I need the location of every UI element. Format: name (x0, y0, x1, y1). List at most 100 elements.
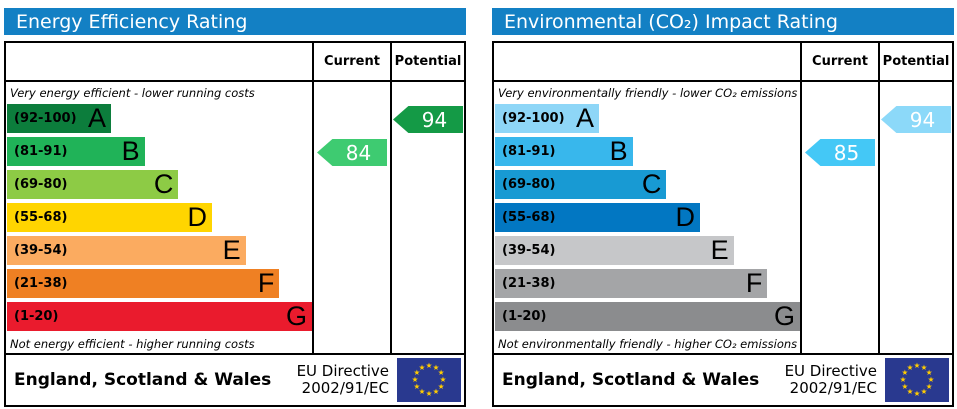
header-spacer (6, 43, 312, 80)
band-range: (69-80) (502, 177, 556, 192)
panel-title: Energy Efficiency Rating (16, 10, 248, 33)
band-row-e: (39-54) E (6, 235, 464, 268)
band-letter: G (285, 301, 307, 331)
caption-bottom-row: Not energy efficient - higher running co… (6, 334, 464, 353)
star-icon: ★ (906, 362, 914, 372)
band-letter: G (773, 301, 795, 331)
current-rating-arrow: 84 (317, 139, 387, 166)
current-column-header: Current (312, 43, 390, 80)
panel-footer: England, Scotland & Wales EU Directive 2… (4, 355, 466, 407)
band-range: (1-20) (14, 309, 59, 324)
star-icon: ★ (920, 387, 928, 397)
band-range: (92-100) (502, 111, 565, 126)
band-letter: E (710, 235, 729, 265)
environmental-impact-panel: Environmental (CO₂) Impact Rating Curren… (492, 8, 954, 407)
caption-top-row: Very energy efficient - lower running co… (6, 82, 464, 103)
caption-bottom-row: Not environmentally friendly - higher CO… (494, 334, 952, 353)
panel-footer: England, Scotland & Wales EU Directive 2… (492, 355, 954, 407)
star-icon: ★ (913, 361, 921, 370)
potential-rating-arrow-value: 94 (909, 107, 936, 132)
star-icon: ★ (927, 375, 935, 384)
energy-efficiency-panel: Energy Efficiency Rating Current Potenti… (4, 8, 466, 407)
band-bar-c: (69-80) C (495, 169, 667, 199)
rating-table: Current Potential Very environmentally f… (492, 41, 954, 355)
band-letter: D (675, 202, 696, 232)
caption-bottom: Not energy efficient - higher running co… (10, 336, 255, 351)
star-icon: ★ (920, 362, 928, 372)
panel-title: Environmental (CO₂) Impact Rating (504, 10, 838, 33)
band-row-a: (92-100) A 94 (6, 103, 464, 136)
band-bar-a: (92-100) A (7, 103, 112, 133)
star-icon: ★ (413, 368, 421, 377)
caption-top-row: Very environmentally friendly - lower CO… (494, 82, 952, 103)
band-row-d: (55-68) D (6, 202, 464, 235)
band-letter: A (88, 103, 107, 133)
band-bar-a: (92-100) A (495, 103, 600, 133)
eu-directive-label: EU Directive 2002/91/EC (784, 361, 877, 397)
band-row-d: (55-68) D (494, 202, 952, 235)
band-row-b: (81-91) B 84 (6, 136, 464, 169)
caption-top: Very environmentally friendly - lower CO… (498, 85, 798, 100)
star-icon: ★ (439, 375, 447, 384)
star-icon: ★ (901, 382, 909, 391)
star-icon: ★ (432, 362, 440, 372)
band-letter: B (609, 136, 628, 166)
star-icon: ★ (925, 382, 933, 391)
eu-flag: ★ ★ ★ ★ ★ ★ ★ ★ ★ ★ ★ ★ (397, 358, 461, 402)
band-letter: F (257, 268, 275, 298)
band-letter: F (745, 268, 763, 298)
star-icon: ★ (418, 387, 426, 397)
region-label: England, Scotland & Wales (502, 370, 760, 390)
band-letter: E (222, 235, 241, 265)
star-icon: ★ (899, 375, 907, 384)
rating-table: Current Potential Very energy efficient … (4, 41, 466, 355)
band-range: (21-38) (502, 276, 556, 291)
band-bar-b: (81-91) B (7, 137, 145, 166)
band-letter: C (153, 169, 174, 199)
band-letter: B (121, 136, 140, 166)
star-icon: ★ (418, 362, 426, 372)
band-rows: (92-100) A 94 (81-91) B 85 (69-80) C (55-68) D (39… (494, 103, 952, 334)
band-range: (1-20) (502, 309, 547, 324)
band-row-b: (81-91) B 85 (494, 136, 952, 169)
star-icon: ★ (925, 368, 933, 377)
band-range: (55-68) (502, 210, 556, 225)
potential-rating-arrow: 94 (393, 106, 463, 133)
band-row-f: (21-38) F (494, 268, 952, 301)
potential-rating-arrow: 94 (881, 106, 951, 133)
panel-title-bar: Environmental (CO₂) Impact Rating (492, 8, 954, 35)
eu-directive-label: EU Directive 2002/91/EC (296, 361, 389, 397)
band-letter: A (576, 103, 595, 133)
band-bar-d: (55-68) D (7, 203, 213, 232)
table-header-row: Current Potential (494, 43, 952, 82)
region-label: England, Scotland & Wales (14, 370, 272, 390)
star-icon: ★ (411, 375, 419, 384)
band-bar-g: (1-20) G (7, 302, 312, 331)
band-bar-b: (81-91) B (495, 137, 633, 166)
table-header-row: Current Potential (6, 43, 464, 82)
current-rating-arrow: 85 (805, 139, 875, 166)
band-letter: C (641, 169, 662, 199)
band-bar-g: (1-20) G (495, 302, 800, 331)
band-row-c: (69-80) C (6, 169, 464, 202)
band-range: (39-54) (502, 243, 556, 258)
potential-rating-arrow-value: 94 (421, 107, 448, 132)
band-rows: (92-100) A 94 (81-91) B 84 (69-80) C (55-68) D (39… (6, 103, 464, 334)
current-rating-arrow-value: 85 (833, 140, 860, 165)
band-range: (55-68) (14, 210, 68, 225)
star-icon: ★ (432, 387, 440, 397)
band-bar-e: (39-54) E (495, 236, 734, 265)
band-row-a: (92-100) A 94 (494, 103, 952, 136)
current-column-header: Current (800, 43, 878, 80)
star-icon: ★ (437, 382, 445, 391)
current-rating-arrow-value: 84 (345, 140, 372, 165)
star-icon: ★ (906, 387, 914, 397)
band-row-g: (1-20) G (6, 301, 464, 334)
band-bar-e: (39-54) E (7, 236, 246, 265)
band-bar-f: (21-38) F (495, 268, 768, 298)
star-icon: ★ (437, 368, 445, 377)
band-range: (81-91) (502, 144, 556, 159)
caption-bottom: Not environmentally friendly - higher CO… (498, 336, 798, 351)
potential-column-header: Potential (878, 43, 952, 80)
